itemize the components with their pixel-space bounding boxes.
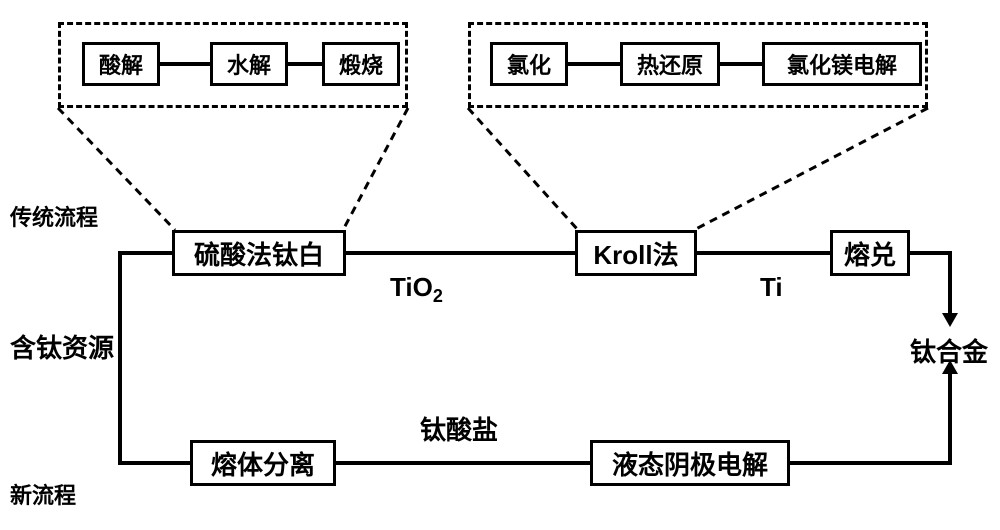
intermediate-ti: Ti	[760, 272, 783, 303]
label-traditional-process: 传统流程	[10, 200, 98, 232]
process-label: Kroll法	[593, 235, 678, 272]
connector	[120, 251, 172, 255]
process-liquid-cathode-electrolysis: 液态阴极电解	[590, 440, 790, 486]
arrow-up-icon	[942, 360, 958, 374]
process-kroll: Kroll法	[575, 230, 697, 276]
process-label: 熔兑	[844, 235, 896, 272]
connector	[336, 461, 590, 465]
process-sulfuric-titanium-white: 硫酸法钛白	[172, 230, 346, 276]
arrow-down-icon	[942, 313, 958, 327]
connector	[697, 251, 830, 255]
label-new-process: 新流程	[10, 478, 76, 510]
connector-vertical	[948, 372, 952, 465]
connector	[910, 251, 952, 255]
connector-vertical	[948, 251, 952, 313]
connector	[346, 251, 575, 255]
connector	[120, 461, 190, 465]
process-label: 硫酸法钛白	[194, 235, 324, 272]
label-ti-resource: 含钛资源	[10, 328, 114, 365]
process-melt-separation: 熔体分离	[190, 440, 336, 486]
process-label: 液态阴极电解	[612, 445, 768, 482]
process-label: 熔体分离	[211, 445, 315, 482]
process-melt-mixing: 熔兑	[830, 230, 910, 276]
intermediate-titanate: 钛酸盐	[420, 410, 498, 447]
connector-vertical	[118, 251, 122, 465]
connector	[790, 461, 952, 465]
intermediate-tio2: TiO2	[390, 272, 443, 307]
